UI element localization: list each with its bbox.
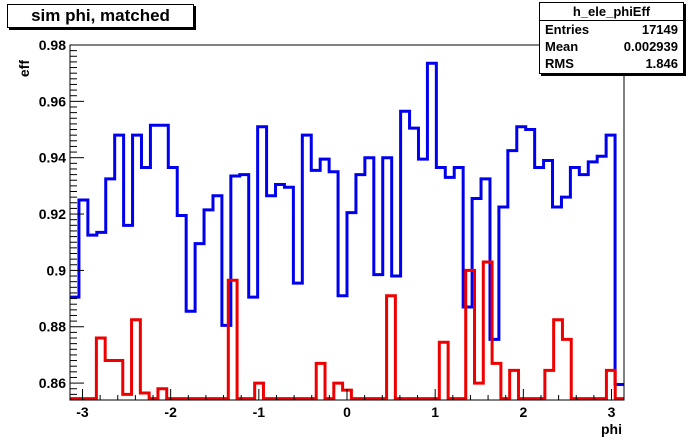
stats-row-rms: RMS 1.846	[540, 55, 683, 72]
stats-value: 0.002939	[623, 39, 678, 54]
y-tick-label: 0.9	[47, 262, 67, 278]
y-tick-label: 0.92	[39, 206, 66, 222]
stats-row-entries: Entries 17149	[540, 21, 683, 38]
stats-label: Mean	[545, 39, 579, 54]
stats-value: 17149	[641, 22, 678, 37]
x-tick-label: 1	[431, 404, 439, 420]
series-layer	[70, 61, 624, 401]
y-tick-label: 0.94	[39, 150, 66, 166]
series-line-1	[70, 260, 624, 401]
y-tick-label: 0.96	[39, 93, 66, 109]
y-tick-label: 0.88	[39, 319, 66, 335]
stats-row-mean: Mean 0.002939	[540, 38, 683, 55]
stats-value: 1.846	[645, 56, 678, 71]
y-axis-label: eff	[16, 60, 32, 77]
axes: -3 -2 -1 0 1 2 3 0.86 0.88 0.9 0.92 0.94 0.96 0.98	[39, 37, 625, 420]
series-line-0	[70, 61, 624, 386]
x-tick-label: 3	[608, 404, 616, 420]
x-tick-label: 0	[343, 404, 351, 420]
x-tick-label: 2	[519, 404, 527, 420]
x-tick-label: -3	[76, 404, 89, 420]
x-tick-label: -2	[164, 404, 177, 420]
stats-histogram-name: h_ele_phiEff	[540, 3, 683, 21]
y-tick-label: 0.86	[39, 375, 66, 391]
x-axis-label: phi	[601, 421, 622, 437]
stats-box: h_ele_phiEff Entries 17149 Mean 0.002939…	[539, 2, 684, 74]
stats-label: RMS	[545, 56, 574, 71]
x-tick-label: -1	[253, 404, 266, 420]
y-tick-label: 0.98	[39, 37, 66, 53]
plot-title: sim phi, matched	[7, 4, 194, 28]
stats-label: Entries	[545, 22, 590, 37]
